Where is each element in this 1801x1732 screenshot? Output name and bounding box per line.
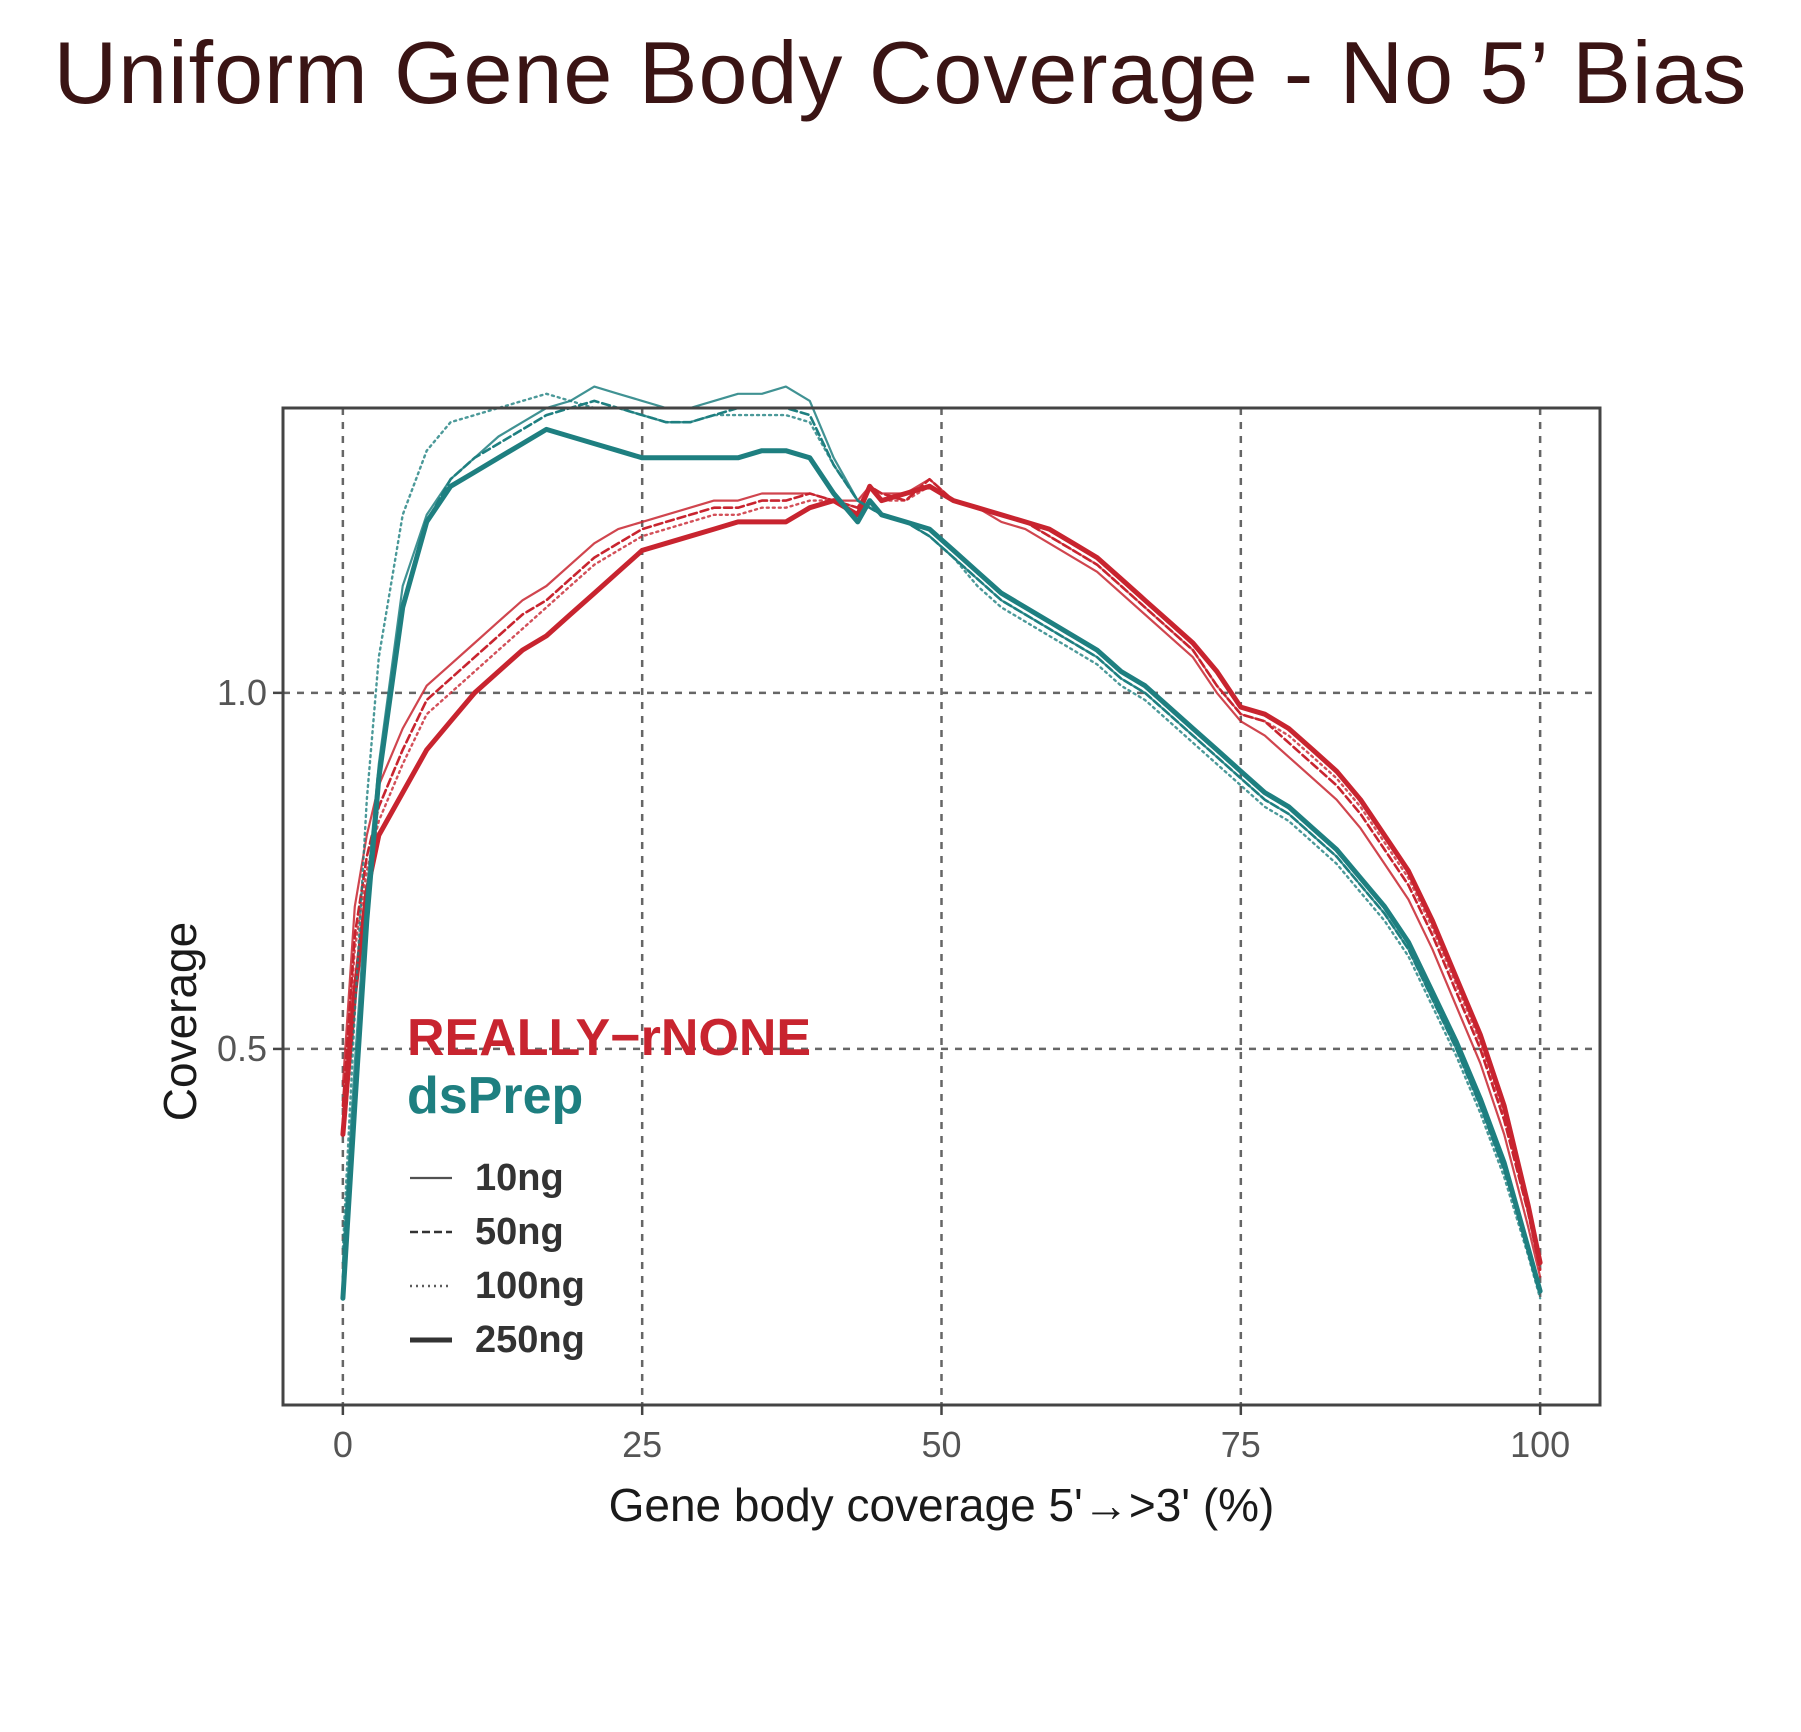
legend-group-label: dsPrep (407, 1067, 583, 1125)
y-axis-title: Coverage (154, 922, 206, 1121)
x-tick-label: 25 (622, 1424, 662, 1465)
x-axis-title: Gene body coverage 5'→>3' (%) (609, 1479, 1275, 1531)
series-line (340, 483, 1543, 1266)
x-tick-label: 100 (1510, 1424, 1570, 1465)
grid-lines (283, 408, 1600, 1405)
legend-group-label: REALLY−rNONE (407, 1009, 811, 1067)
legend-item-label: 250ng (475, 1319, 585, 1361)
series-line (341, 478, 1542, 1278)
y-tick-label: 1.0 (217, 672, 267, 713)
axis-ticks: 0 25 50 75 100 0.5 1.0 (217, 672, 1570, 1465)
series-lines (340, 385, 1543, 1301)
page-title: Uniform Gene Body Coverage - No 5’ Bias (53, 23, 1748, 122)
x-tick-label: 75 (1221, 1424, 1261, 1465)
x-tick-label: 0 (333, 1424, 353, 1465)
legend-item-label: 100ng (475, 1265, 585, 1307)
series-line (340, 426, 1543, 1301)
plot-frame (281, 406, 1602, 1407)
x-tick-label: 50 (921, 1424, 961, 1465)
series-line (341, 485, 1542, 1271)
legend-item-label: 10ng (475, 1157, 564, 1199)
legend-item-label: 50ng (475, 1211, 564, 1253)
y-tick-label: 0.5 (217, 1028, 267, 1069)
series-line (341, 392, 1542, 1300)
